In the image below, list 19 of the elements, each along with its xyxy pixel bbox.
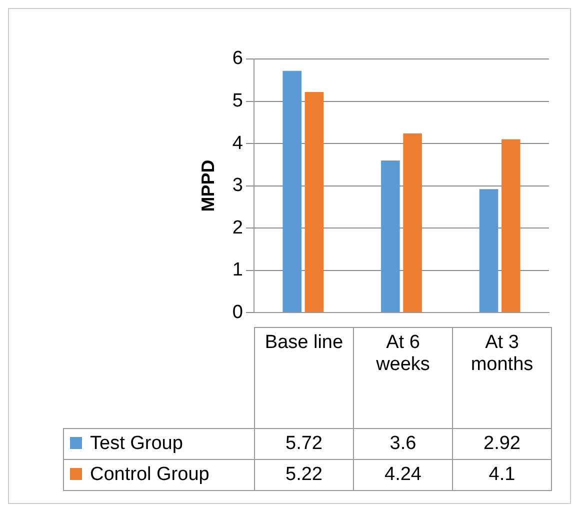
x-tick-label: At 3 months xyxy=(452,328,552,428)
data-label: 2.92 xyxy=(452,428,552,460)
y-tick-label: 3 xyxy=(232,175,243,196)
legend-label: Test Group xyxy=(64,428,254,460)
y-axis-title: MPPD xyxy=(198,160,218,212)
data-label: 4.24 xyxy=(354,460,452,490)
y-tick-label: 2 xyxy=(232,217,243,238)
data-label: 3.6 xyxy=(354,428,452,460)
y-tick-label: 1 xyxy=(232,260,243,281)
y-tick-label: 0 xyxy=(232,302,243,323)
y-tick-label: 6 xyxy=(232,48,243,70)
x-tick-label: Base line xyxy=(254,328,354,428)
x-tick-label: At 6 weeks xyxy=(354,328,452,428)
y-tick-label: 5 xyxy=(232,90,243,112)
legend-label: Control Group xyxy=(64,460,254,490)
y-tick-label: 4 xyxy=(232,132,244,154)
data-label: 4.1 xyxy=(452,460,552,490)
data-label: 5.22 xyxy=(254,460,354,490)
data-label: 5.72 xyxy=(254,428,354,460)
